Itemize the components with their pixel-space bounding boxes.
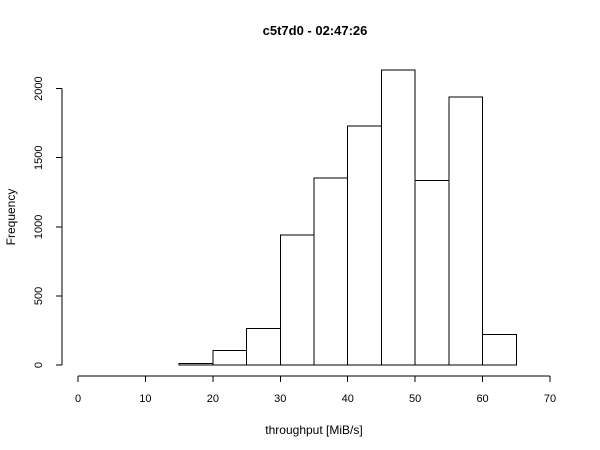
histogram-bar bbox=[414, 180, 450, 366]
y-tick-label: 0 bbox=[33, 362, 45, 368]
histogram-bar bbox=[178, 363, 214, 366]
x-tick-label: 60 bbox=[476, 393, 488, 405]
y-ticks: 0 500 1000 1500 2000 bbox=[33, 76, 62, 368]
x-tick-label: 20 bbox=[207, 393, 219, 405]
histogram-bar bbox=[246, 327, 281, 366]
x-ticks: 0 10 20 30 40 50 60 70 bbox=[75, 376, 556, 405]
histogram-bar bbox=[347, 125, 382, 366]
y-tick-label: 2000 bbox=[33, 76, 45, 100]
x-tick-label: 70 bbox=[544, 393, 556, 405]
histogram-bar bbox=[448, 96, 484, 366]
x-tick-label: 0 bbox=[75, 393, 81, 405]
histogram-bar bbox=[313, 177, 349, 366]
x-tick-label: 40 bbox=[342, 393, 354, 405]
histogram-bar bbox=[212, 349, 248, 366]
histogram-bar bbox=[380, 69, 416, 366]
histogram-bar bbox=[279, 234, 315, 366]
x-tick-label: 10 bbox=[139, 393, 151, 405]
x-tick-label: 50 bbox=[409, 393, 421, 405]
x-axis-title: throughput [MiB/s] bbox=[265, 423, 362, 437]
y-tick-label: 1000 bbox=[33, 215, 45, 239]
y-tick-label: 500 bbox=[33, 287, 45, 305]
histogram-bar bbox=[482, 334, 517, 366]
x-tick-label: 30 bbox=[274, 393, 286, 405]
y-axis-title: Frequency bbox=[4, 189, 18, 246]
chart-title: c5t7d0 - 02:47:26 bbox=[263, 23, 368, 38]
y-tick-label: 1500 bbox=[33, 145, 45, 169]
bars-layer bbox=[178, 69, 517, 366]
